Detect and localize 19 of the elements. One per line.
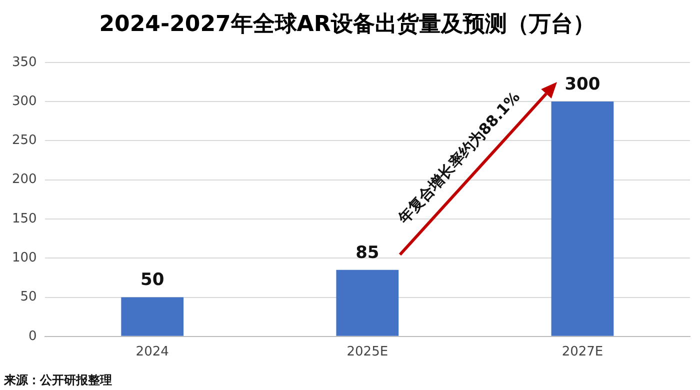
- y-tick-label: 100: [12, 250, 37, 266]
- bar: [336, 270, 399, 336]
- y-tick-label: 350: [12, 54, 37, 70]
- y-tick-label: 300: [12, 94, 37, 109]
- data-label: 85: [356, 242, 380, 263]
- bar: [121, 297, 184, 336]
- chart-title: 2024-2027年全球AR设备出货量及预测（万台）: [99, 12, 595, 37]
- x-tick-label: 2027E: [562, 344, 604, 360]
- y-tick-label: 150: [12, 211, 37, 226]
- y-tick-label: 0: [28, 328, 37, 344]
- y-tick-label: 200: [12, 172, 37, 188]
- source-note: 来源：公开研报整理: [3, 373, 112, 388]
- data-label: 300: [564, 74, 600, 94]
- x-tick-label: 2024: [136, 344, 169, 360]
- data-label: 50: [140, 270, 164, 290]
- bar: [551, 102, 614, 336]
- y-tick-label: 50: [20, 290, 37, 305]
- x-tick-label: 2025E: [346, 344, 388, 360]
- y-tick-label: 250: [12, 133, 37, 148]
